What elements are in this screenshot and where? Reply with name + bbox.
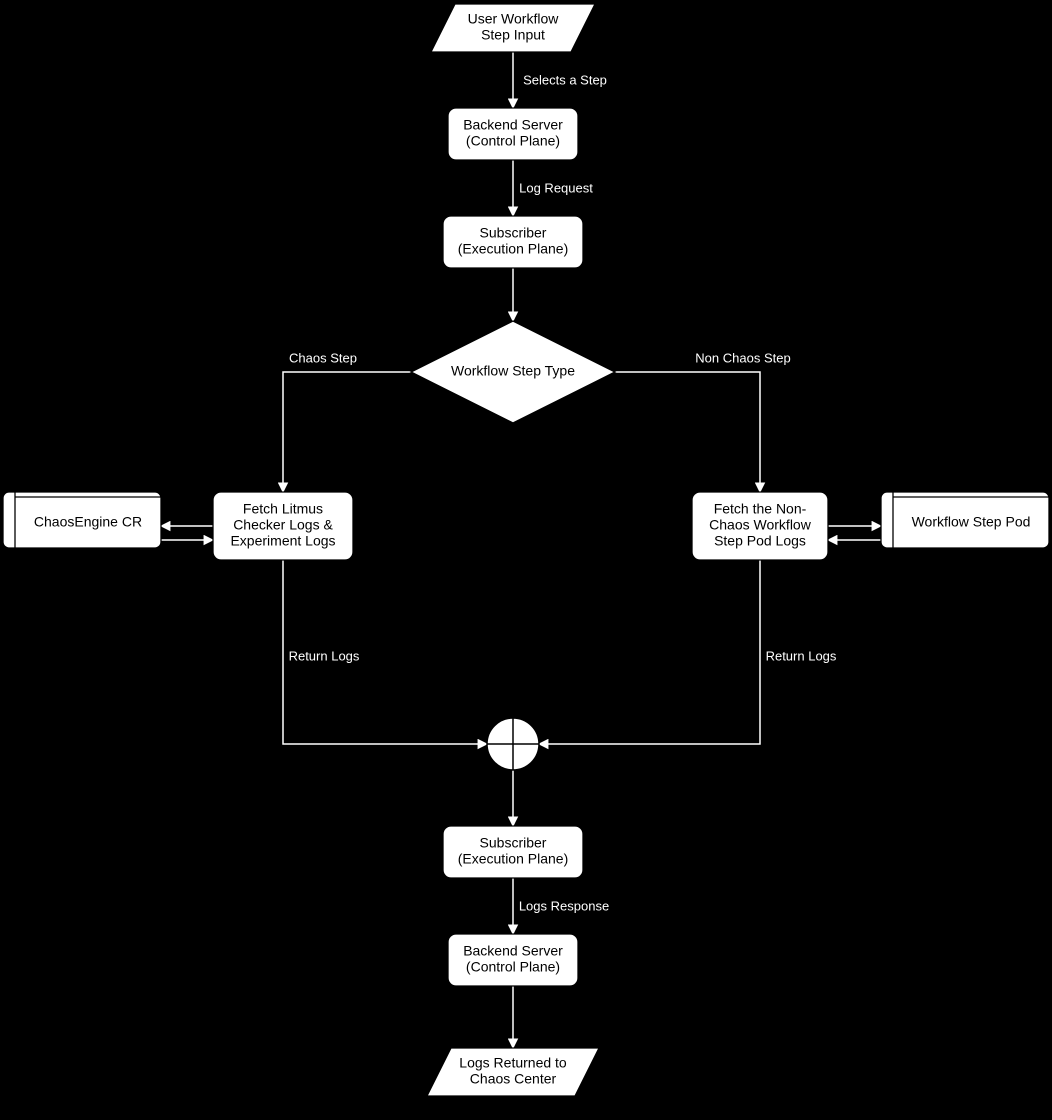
node-label: Checker Logs &: [233, 517, 333, 533]
flowchart-canvas: Selects a Step Log Request Chaos Step Non C…: [0, 0, 1052, 1120]
node-label: (Control Plane): [466, 959, 560, 975]
node-label: User Workflow: [468, 11, 560, 27]
node-label: Backend Server: [463, 117, 563, 133]
node-label: Workflow Step Type: [451, 363, 575, 379]
node-label: Experiment Logs: [230, 533, 335, 549]
node-label: Step Pod Logs: [714, 533, 806, 549]
node-label: Fetch the Non-: [714, 501, 807, 517]
edge-label: Return Logs: [766, 648, 837, 663]
node-label: Chaos Workflow: [709, 517, 812, 533]
node-label: (Execution Plane): [458, 241, 569, 257]
edge-label: Selects a Step: [523, 72, 607, 87]
node-label: Logs Returned to: [459, 1055, 567, 1071]
edge-label: Logs Response: [519, 898, 609, 913]
node-label: Backend Server: [463, 943, 563, 959]
node-label: (Control Plane): [466, 133, 560, 149]
node-label: ChaosEngine CR: [34, 514, 142, 530]
node-label: Subscriber: [480, 225, 547, 241]
node-label: Workflow Step Pod: [912, 514, 1031, 530]
edge-label: Log Request: [519, 180, 593, 195]
node-label: Step Input: [481, 27, 545, 43]
node-label: Subscriber: [480, 835, 547, 851]
edge-label: Return Logs: [289, 648, 360, 663]
node-label: Chaos Center: [470, 1071, 557, 1087]
node-label: Fetch Litmus: [243, 501, 323, 517]
node-label: (Execution Plane): [458, 851, 569, 867]
edge-label: Non Chaos Step: [695, 350, 790, 365]
edge-label: Chaos Step: [289, 350, 357, 365]
